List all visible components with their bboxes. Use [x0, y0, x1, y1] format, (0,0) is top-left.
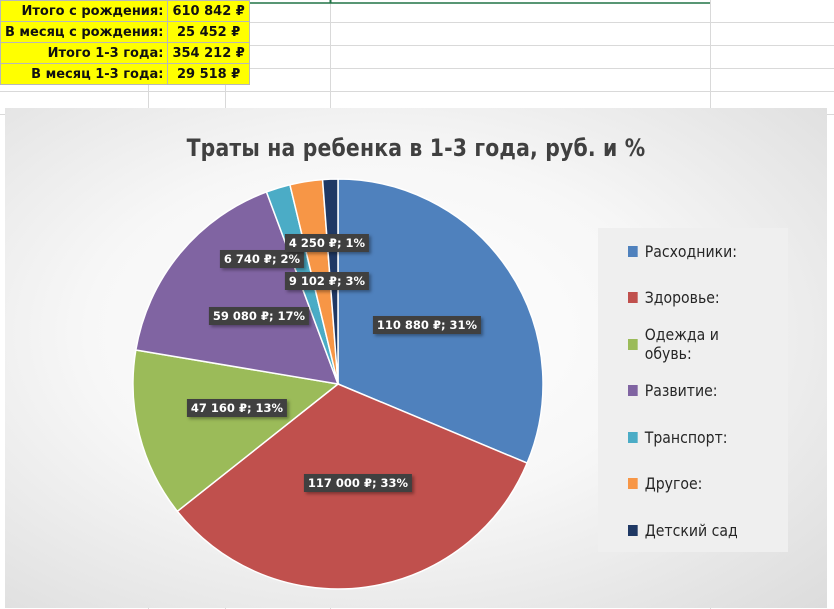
data-label: 9 102 ₽; 3% — [284, 272, 370, 290]
summary-value[interactable]: 610 842 ₽ — [167, 0, 250, 22]
summary-table: Итого с рождения: 610 842 ₽ В месяц с рожд… — [0, 0, 250, 85]
legend-swatch — [628, 245, 638, 257]
summary-row: Итого с рождения: 610 842 ₽ — [0, 0, 250, 22]
summary-label[interactable]: Итого с рождения: — [0, 0, 169, 22]
legend-label: Развитие: — [644, 381, 718, 400]
legend-label: Транспорт: — [644, 427, 728, 447]
legend-label: Здоровье: — [644, 288, 720, 307]
legend-label: Одежда и обувь: — [644, 325, 719, 363]
legend-item: Расходники: — [628, 239, 737, 263]
data-label: 110 880 ₽; 31% — [372, 316, 482, 334]
legend-item: Другое: — [628, 472, 702, 496]
legend-swatch — [628, 478, 638, 489]
summary-label[interactable]: В месяц с рождения: — [0, 21, 169, 43]
summary-row: Итого 1-3 года: 354 212 ₽ — [0, 42, 250, 64]
legend-item: Детский сад — [628, 518, 738, 542]
legend-swatch — [628, 431, 638, 443]
legend-swatch — [628, 292, 638, 303]
data-label: 59 080 ₽; 17% — [208, 307, 310, 325]
pie-chart[interactable]: Траты на ребенка в 1-3 года, руб. и % 11… — [5, 108, 827, 608]
summary-label[interactable]: Итого 1-3 года: — [0, 42, 169, 64]
legend-label: Другое: — [644, 474, 703, 493]
chart-legend: Расходники: Здоровье: Одежда и обувь: Разви… — [598, 228, 788, 552]
legend-swatch — [628, 385, 638, 396]
summary-value[interactable]: 354 212 ₽ — [167, 42, 250, 64]
legend-item: Здоровье: — [628, 286, 720, 310]
summary-value[interactable]: 29 518 ₽ — [167, 63, 250, 85]
summary-row: В месяц 1-3 года: 29 518 ₽ — [0, 63, 250, 85]
chart-title: Траты на ребенка в 1-3 года, руб. и % — [186, 134, 646, 162]
legend-swatch — [628, 338, 638, 350]
summary-label[interactable]: В месяц 1-3 года: — [0, 63, 169, 85]
data-label: 117 000 ₽; 33% — [303, 474, 413, 492]
summary-row: В месяц с рождения: 25 452 ₽ — [0, 21, 250, 43]
data-label: 6 740 ₽; 2% — [219, 250, 305, 268]
data-label: 4 250 ₽; 1% — [284, 234, 370, 252]
data-label: 47 160 ₽; 13% — [186, 399, 288, 417]
legend-swatch — [628, 524, 638, 536]
legend-label: Расходники: — [644, 241, 738, 261]
legend-item: Одежда и обувь: — [628, 325, 769, 363]
pie-slice[interactable] — [134, 190, 340, 385]
pie-slice[interactable] — [132, 349, 340, 513]
summary-value[interactable]: 25 452 ₽ — [167, 21, 250, 43]
legend-item: Развитие: — [628, 379, 718, 403]
legend-label: Детский сад — [644, 520, 738, 540]
legend-item: Транспорт: — [628, 425, 728, 449]
